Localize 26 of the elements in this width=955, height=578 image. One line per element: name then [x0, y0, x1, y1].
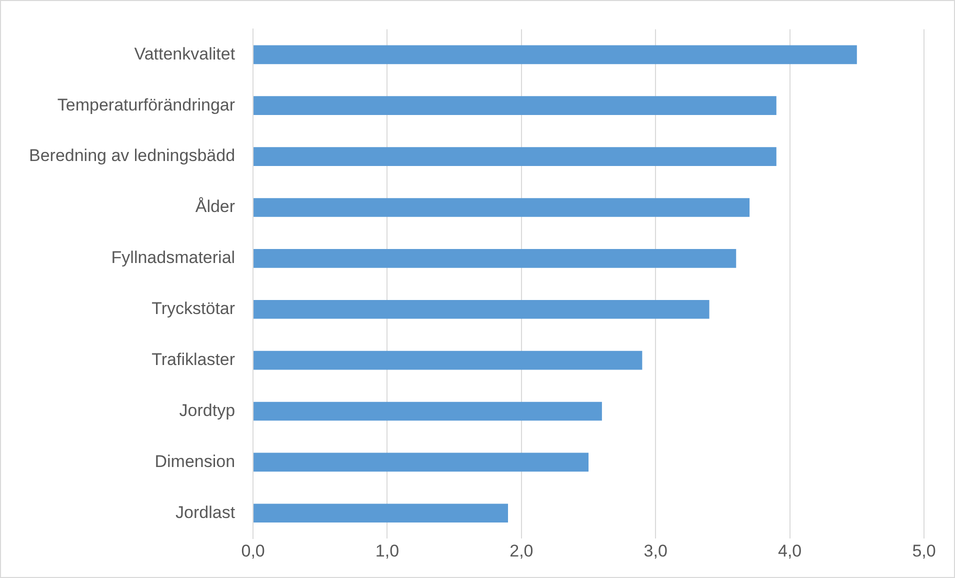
y-tick-label: Dimension [154, 452, 236, 471]
bar [254, 504, 508, 523]
bar [254, 350, 642, 370]
y-tick-label: Temperaturförändringar [57, 95, 236, 114]
x-tick-label: 0,0 [241, 541, 265, 560]
bar [254, 452, 589, 472]
y-tick-label: Jordlast [176, 502, 236, 522]
y-tick-label: Beredning av ledningsbädd [28, 146, 236, 166]
bar [254, 402, 602, 421]
y-tick-label: Ålder [195, 197, 236, 216]
bar [254, 249, 736, 268]
x-tick-label: 3,0 [644, 541, 668, 560]
bar [254, 147, 776, 166]
bar [254, 198, 750, 217]
x-tick-label: 5,0 [912, 541, 936, 560]
bar [254, 300, 710, 319]
bar [254, 45, 857, 64]
y-tick-label: Jordtyp [179, 400, 236, 420]
y-tick-label: Tryckstötar [152, 299, 236, 318]
y-tick-label: Trafiklaster [152, 350, 236, 369]
y-tick-label: Vattenkvalitet [134, 44, 236, 64]
x-tick-label: 2,0 [510, 541, 534, 560]
y-tick-label: Fyllnadsmaterial [111, 248, 236, 268]
x-tick-label: 4,0 [778, 541, 802, 560]
x-tick-label: 1,0 [375, 541, 400, 560]
bar [254, 96, 776, 116]
